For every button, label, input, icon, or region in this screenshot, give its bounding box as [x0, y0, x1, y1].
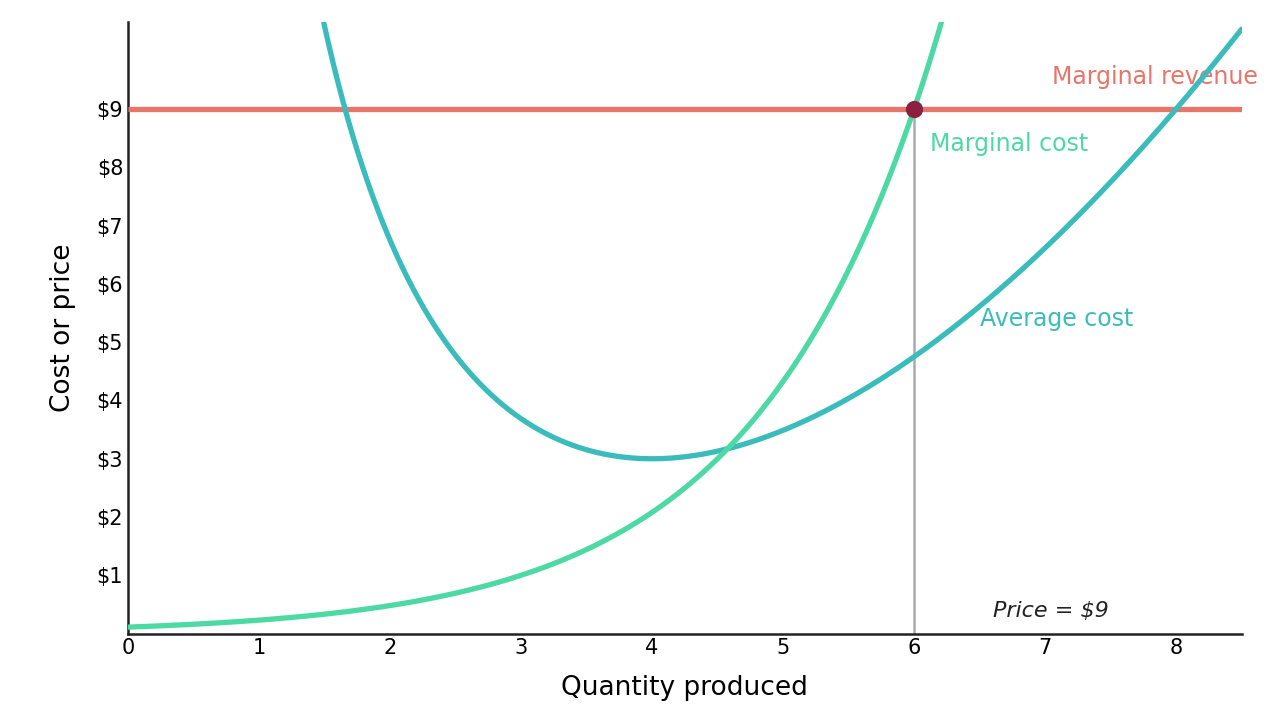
Y-axis label: Cost or price: Cost or price — [50, 243, 76, 412]
Text: Marginal cost: Marginal cost — [929, 132, 1088, 156]
Text: Marginal revenue: Marginal revenue — [1052, 65, 1257, 89]
Point — [904, 103, 924, 114]
Text: Price = $9: Price = $9 — [993, 601, 1108, 621]
X-axis label: Quantity produced: Quantity produced — [562, 675, 808, 701]
Text: Average cost: Average cost — [979, 307, 1133, 331]
